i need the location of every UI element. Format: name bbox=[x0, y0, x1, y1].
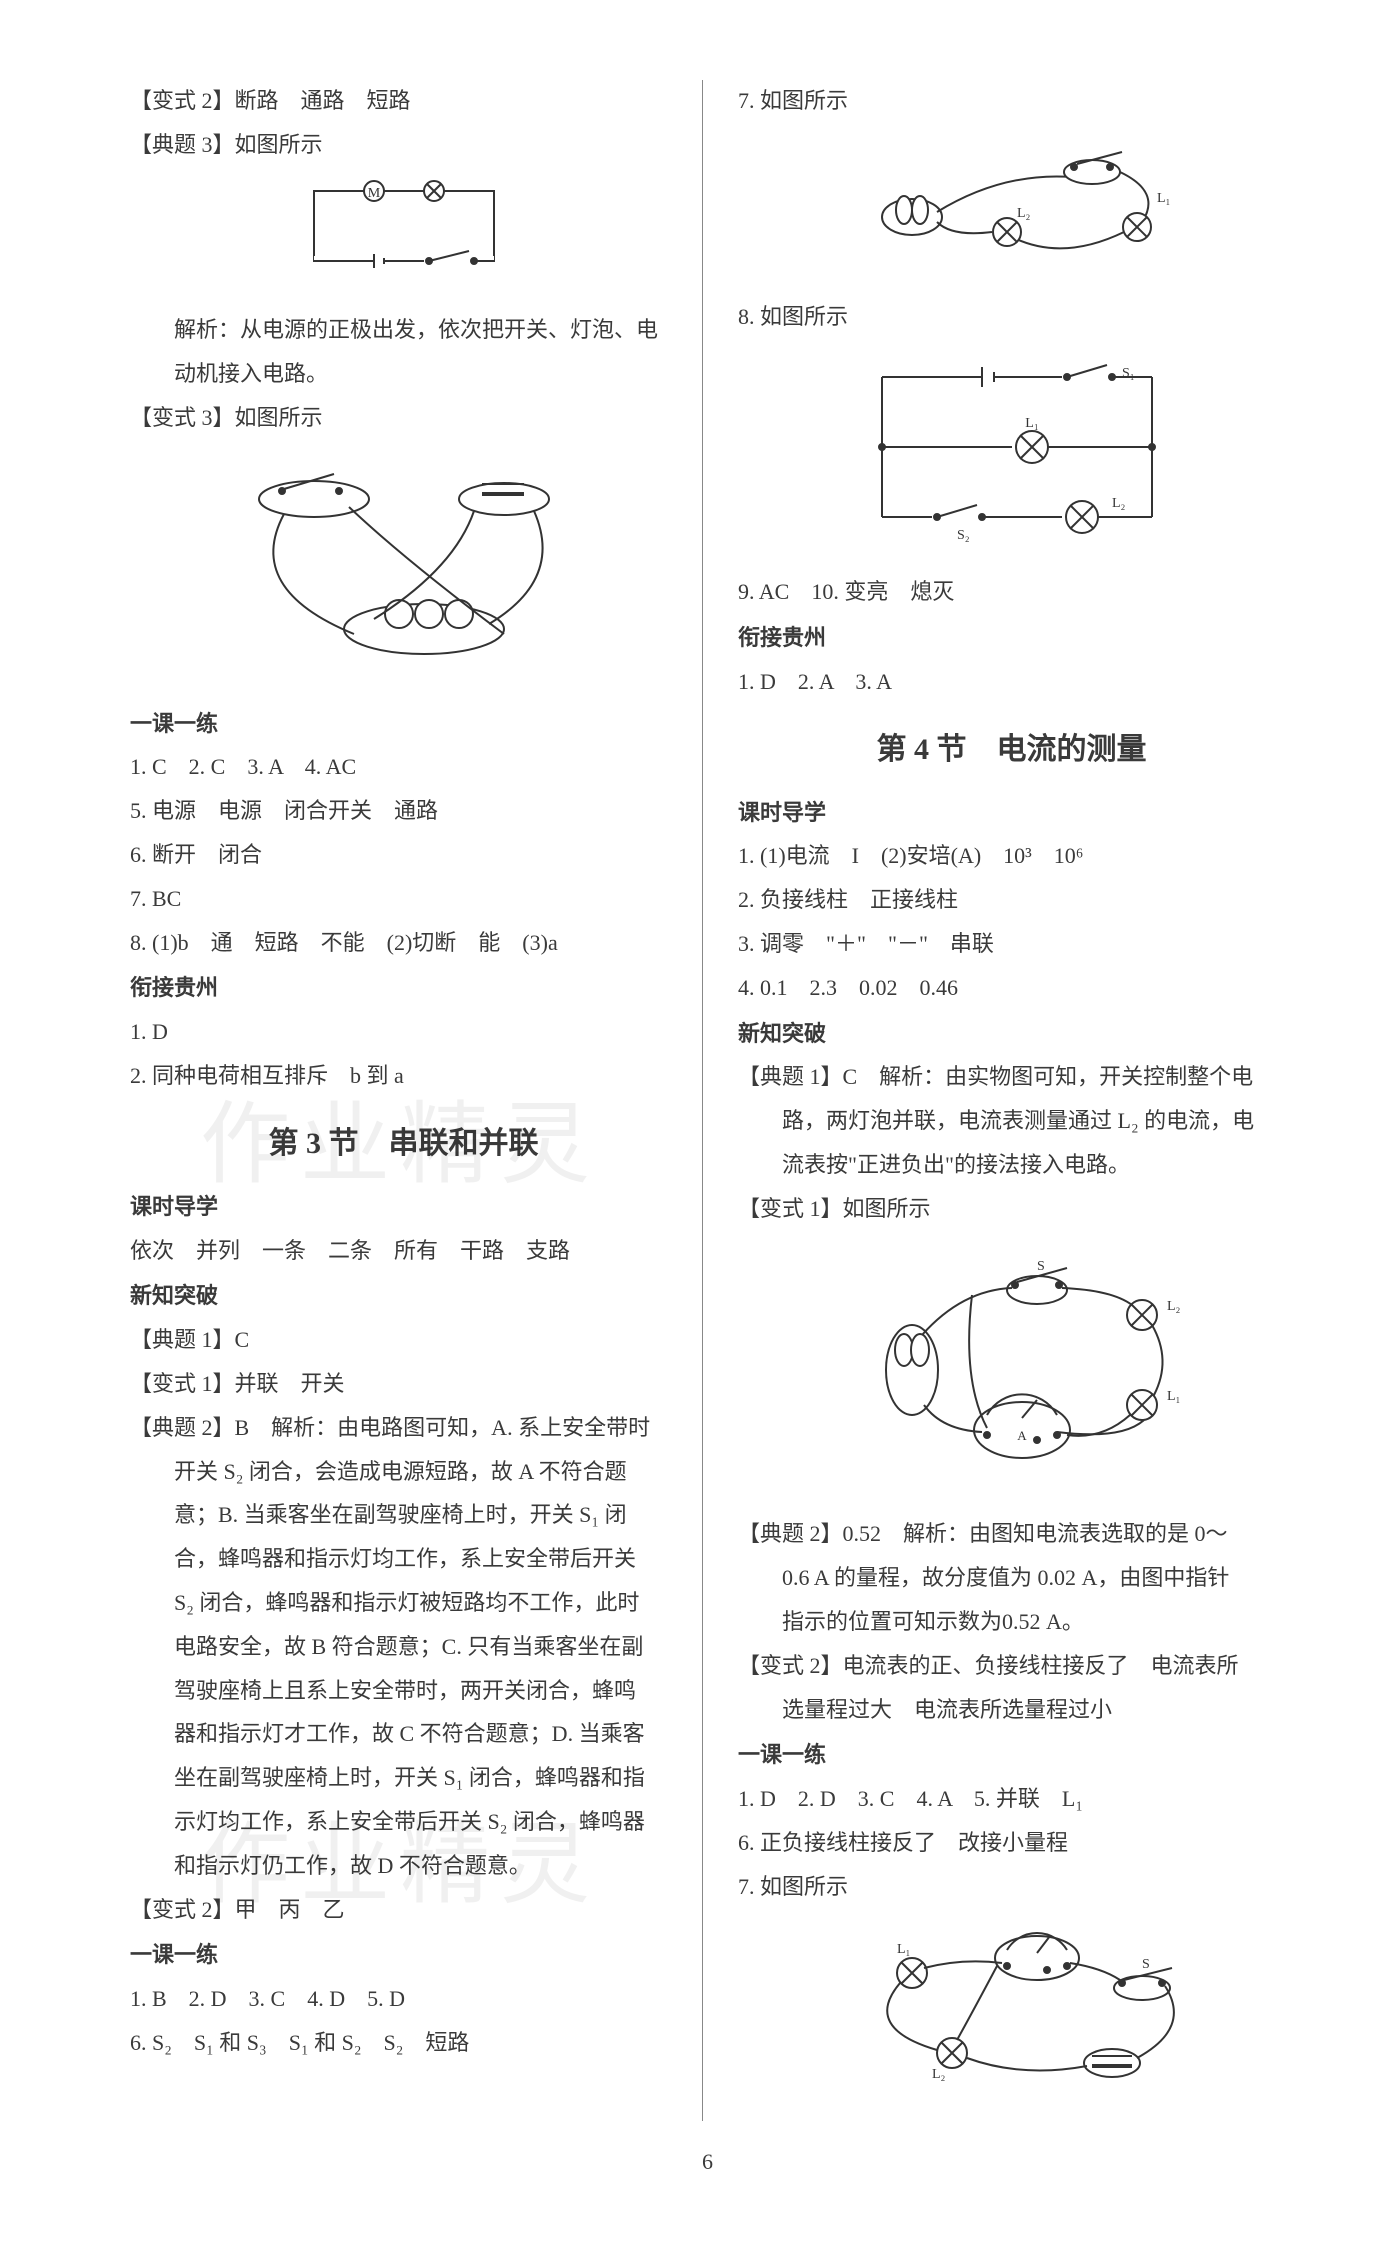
section-4-title: 第 4 节 电流的测量 bbox=[738, 721, 1285, 778]
text-line: 7. 如图所示 bbox=[738, 80, 1285, 122]
text-line: 【典题 3】如图所示 bbox=[130, 124, 677, 166]
text-line: 依次 并列 一条 二条 所有 干路 支路 bbox=[130, 1230, 677, 1272]
text-line: 意；B. 当乘客坐在副驾驶座椅上时，开关 S₁ 闭 bbox=[130, 1494, 677, 1536]
subheading: 一课一练 bbox=[738, 1734, 1285, 1776]
text-line: 选量程过大 电流表所选量程过小 bbox=[738, 1689, 1285, 1731]
text-line: 1. D 2. A 3. A bbox=[738, 661, 1285, 703]
svg-text:S₁: S₁ bbox=[1122, 366, 1135, 381]
svg-text:L₂: L₂ bbox=[1017, 206, 1031, 221]
text-line: 器和指示灯才工作，故 C 不符合题意；D. 当乘客 bbox=[130, 1713, 677, 1755]
text-line: 【典题 2】0.52 解析：由图知电流表选取的是 0～ bbox=[738, 1513, 1285, 1555]
text-line: 1. C 2. C 3. A 4. AC bbox=[130, 746, 677, 788]
text-line: 电路安全，故 B 符合题意；C. 只有当乘客坐在副 bbox=[130, 1626, 677, 1668]
two-column-layout: 【变式 2】断路 通路 短路 【典题 3】如图所示 M bbox=[130, 80, 1285, 2121]
text-line: 【变式 3】如图所示 bbox=[130, 397, 677, 439]
subheading: 一课一练 bbox=[130, 1934, 677, 1976]
text-line: 开关 S₂ 闭合，会造成电源短路，故 A 不符合题 bbox=[130, 1451, 677, 1493]
text-line: 8. 如图所示 bbox=[738, 296, 1285, 338]
text-line: 坐在副驾驶座椅上时，开关 S₁ 闭合，蜂鸣器和指 bbox=[130, 1757, 677, 1799]
circuit-diagram-5: A S L₂ L₁ bbox=[738, 1240, 1285, 1504]
subheading: 衔接贵州 bbox=[130, 967, 677, 1009]
section-3-title: 第 3 节 串联和并联 bbox=[130, 1115, 677, 1172]
text-line: 9. AC 10. 变亮 熄灭 bbox=[738, 571, 1285, 613]
text-line: 动机接入电路。 bbox=[130, 353, 677, 395]
text-line: 驾驶座椅上且系上安全带时，两开关闭合，蜂鸣 bbox=[130, 1670, 677, 1712]
text-line: 7. BC bbox=[130, 878, 677, 920]
text-line: 【变式 1】如图所示 bbox=[738, 1188, 1285, 1230]
circuit-diagram-4: S₁ L₁ S₂ bbox=[738, 347, 1285, 561]
text-line: 1. D bbox=[130, 1011, 677, 1053]
subheading: 课时导学 bbox=[130, 1186, 677, 1228]
right-column: 7. 如图所示 L₁ bbox=[733, 80, 1285, 2121]
text-line: 合，蜂鸣器和指示灯均工作，系上安全带后开关 bbox=[130, 1538, 677, 1580]
text-line: 指示的位置可知示数为0.52 A。 bbox=[738, 1601, 1285, 1643]
text-line: 3. 调零 "＋" "－" 串联 bbox=[738, 923, 1285, 965]
subheading: 一课一练 bbox=[130, 703, 677, 745]
subheading: 衔接贵州 bbox=[738, 617, 1285, 659]
circuit-diagram-6: L₁ S L₂ bbox=[738, 1918, 1285, 2112]
text-line: 1. D 2. D 3. C 4. A 5. 并联 L₁ bbox=[738, 1778, 1285, 1820]
text-line: 示灯均工作，系上安全带后开关 S₂ 闭合，蜂鸣器 bbox=[130, 1801, 677, 1843]
svg-text:L₁: L₁ bbox=[1167, 1389, 1180, 1404]
subheading: 课时导学 bbox=[738, 792, 1285, 834]
text-line: S₂ 闭合，蜂鸣器和指示灯被短路均不工作，此时 bbox=[130, 1582, 677, 1624]
text-line: 6. S₂ S₁ 和 S₃ S₁ 和 S₂ S₂ 短路 bbox=[130, 2022, 677, 2064]
text-line: 2. 同种电荷相互排斥 b 到 a bbox=[130, 1055, 677, 1097]
page-number: 6 bbox=[130, 2141, 1285, 2183]
svg-text:S: S bbox=[1142, 1957, 1150, 1972]
svg-text:S: S bbox=[1037, 1259, 1045, 1274]
circuit-diagram-1: M bbox=[130, 176, 677, 300]
text-line: 【典题 1】C 解析：由实物图可知，开关控制整个电 bbox=[738, 1056, 1285, 1098]
circuit-diagram-2 bbox=[130, 449, 677, 693]
text-line: 和指示灯仍工作，故 D 不符合题意。 bbox=[130, 1845, 677, 1887]
circuit-diagram-3: L₁ L₂ bbox=[738, 132, 1285, 286]
text-line: 解析：从电源的正极出发，依次把开关、灯泡、电 bbox=[130, 309, 677, 351]
svg-text:L₂: L₂ bbox=[932, 2067, 946, 2082]
svg-text:A: A bbox=[1017, 1428, 1027, 1443]
text-line: 5. 电源 电源 闭合开关 通路 bbox=[130, 790, 677, 832]
text-line: 6. 正负接线柱接反了 改接小量程 bbox=[738, 1822, 1285, 1864]
text-line: 0.6 A 的量程，故分度值为 0.02 A，由图中指针 bbox=[738, 1557, 1285, 1599]
text-line: 【变式 2】电流表的正、负接线柱接反了 电流表所 bbox=[738, 1645, 1285, 1687]
svg-text:L₂: L₂ bbox=[1167, 1299, 1181, 1314]
text-line: 7. 如图所示 bbox=[738, 1866, 1285, 1908]
svg-text:M: M bbox=[367, 186, 380, 201]
svg-text:L₂: L₂ bbox=[1112, 496, 1126, 511]
text-line: 6. 断开 闭合 bbox=[130, 834, 677, 876]
subheading: 新知突破 bbox=[738, 1013, 1285, 1055]
text-line: 流表按"正进负出"的接法接入电路。 bbox=[738, 1144, 1285, 1186]
text-line: 4. 0.1 2.3 0.02 0.46 bbox=[738, 967, 1285, 1009]
svg-text:S₂: S₂ bbox=[957, 528, 970, 543]
svg-text:L₁: L₁ bbox=[1025, 416, 1038, 431]
svg-text:L₁: L₁ bbox=[897, 1942, 910, 1957]
text-line: 【变式 2】甲 丙 乙 bbox=[130, 1889, 677, 1931]
svg-text:L₁: L₁ bbox=[1157, 191, 1170, 206]
text-line: 1. B 2. D 3. C 4. D 5. D bbox=[130, 1978, 677, 2020]
subheading: 新知突破 bbox=[130, 1275, 677, 1317]
text-line: 8. (1)b 通 短路 不能 (2)切断 能 (3)a bbox=[130, 922, 677, 964]
text-line: 1. (1)电流 I (2)安培(A) 10³ 10⁶ bbox=[738, 835, 1285, 877]
text-line: 【典题 1】C bbox=[130, 1319, 677, 1361]
text-line: 【变式 1】并联 开关 bbox=[130, 1363, 677, 1405]
text-line: 路，两灯泡并联，电流表测量通过 L₂ 的电流，电 bbox=[738, 1100, 1285, 1142]
text-line: 【典题 2】B 解析：由电路图可知，A. 系上安全带时 bbox=[130, 1407, 677, 1449]
left-column: 【变式 2】断路 通路 短路 【典题 3】如图所示 M bbox=[130, 80, 703, 2121]
text-line: 【变式 2】断路 通路 短路 bbox=[130, 80, 677, 122]
text-line: 2. 负接线柱 正接线柱 bbox=[738, 879, 1285, 921]
